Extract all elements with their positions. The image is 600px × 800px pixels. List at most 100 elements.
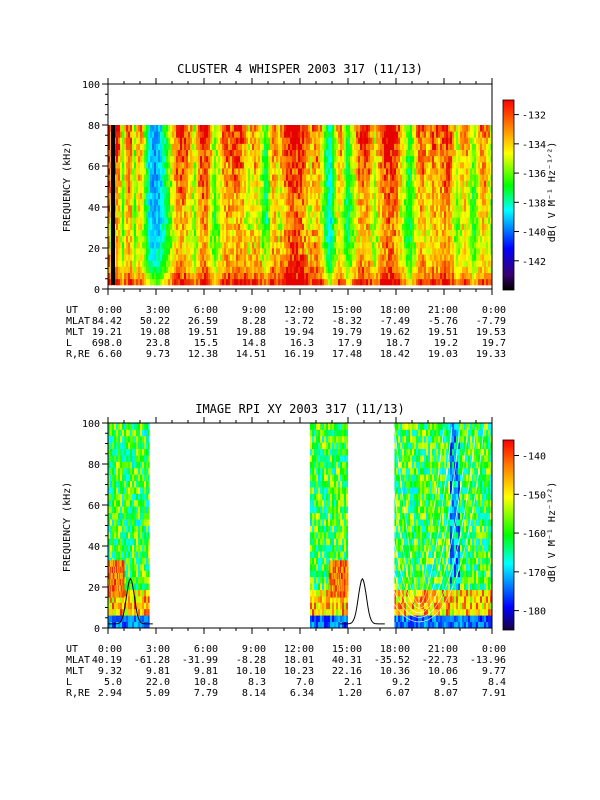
spectrogram-cell <box>196 248 199 255</box>
spectrogram-cell <box>186 260 189 267</box>
spectrogram-cell <box>308 186 311 194</box>
spectrogram-cell <box>348 186 351 194</box>
spectrogram-cell <box>460 272 463 280</box>
spectrogram-cell <box>356 168 359 175</box>
spectrogram-cell <box>126 131 129 138</box>
spectrogram-cell <box>156 278 159 286</box>
spectrogram-cell <box>406 125 409 132</box>
spectrogram-cell <box>402 198 405 206</box>
spectrogram-cell <box>170 241 173 249</box>
spectrogram-cell <box>296 223 299 230</box>
spectrogram-cell <box>182 155 185 163</box>
spectrogram-cell <box>206 168 209 175</box>
spectrogram-cell <box>196 198 199 206</box>
spectrogram-cell <box>288 241 291 249</box>
spectrogram-cell <box>128 229 131 237</box>
spectrogram-cell <box>478 180 481 187</box>
spectrogram-cell <box>346 217 349 224</box>
spectrogram-cell <box>198 266 201 273</box>
spectrogram-cell <box>270 168 273 175</box>
spectrogram-cell <box>388 125 391 132</box>
spectrogram-cell <box>266 168 269 175</box>
spectrogram-cell <box>152 143 155 150</box>
spectrogram-cell <box>424 161 427 169</box>
spectrogram-cell <box>154 241 157 249</box>
spectrogram-cell <box>396 192 399 200</box>
spectrogram-cell <box>396 266 399 273</box>
spectrogram-cell <box>284 260 287 267</box>
spectrogram-cell <box>408 180 411 187</box>
spectrogram-cell <box>184 278 187 286</box>
spectrogram-cell <box>302 131 305 138</box>
spectrogram-cell <box>316 192 319 200</box>
spectrogram-cell <box>412 155 415 163</box>
spectrogram-cell <box>184 241 187 249</box>
spectrogram-cell <box>406 143 409 150</box>
spectrogram-cell <box>384 149 387 157</box>
spectrogram-cell <box>210 229 213 237</box>
spectrogram-cell <box>154 192 157 200</box>
spectrogram-cell <box>214 254 217 261</box>
spectrogram-cell <box>288 266 291 273</box>
spectrogram-cell <box>154 235 157 243</box>
spectrogram-cell <box>408 254 411 261</box>
spectrogram-cell <box>214 186 217 194</box>
spectrogram-cell <box>448 149 451 157</box>
spectrogram-cell <box>262 168 265 175</box>
spectrogram-cell <box>180 272 183 280</box>
spectrogram-cell <box>306 186 309 194</box>
spectrogram-cell <box>250 278 253 286</box>
spectrogram-cell <box>330 198 333 206</box>
spectrogram-cell <box>246 143 249 150</box>
spectrogram-cell <box>246 260 249 267</box>
spectrogram-cell <box>454 254 457 261</box>
spectrogram-cell <box>180 161 183 169</box>
spectrogram-cell <box>232 254 235 261</box>
spectrogram-cell <box>246 174 249 181</box>
spectrogram-cell <box>190 278 193 286</box>
spectrogram-cell <box>254 266 257 273</box>
spectrogram-cell <box>422 229 425 237</box>
spectrogram-cell <box>382 137 385 144</box>
spectrogram-cell <box>250 192 253 200</box>
spectrogram-cell <box>342 131 345 138</box>
spectrogram-cell <box>308 254 311 261</box>
spectrogram-cell <box>248 168 251 175</box>
spectrogram-cell <box>344 235 347 243</box>
spectrogram-cell <box>278 192 281 200</box>
spectrogram-cell <box>376 248 379 255</box>
spectrogram-cell <box>332 217 335 224</box>
spectrogram-cell <box>392 235 395 243</box>
spectrogram-cell <box>428 217 431 224</box>
spectrogram-cell <box>324 137 327 144</box>
spectrogram-cell <box>134 131 137 138</box>
spectrogram-cell <box>328 168 331 175</box>
spectrogram-cell <box>392 229 395 237</box>
spectrogram-cell <box>306 143 309 150</box>
spectrogram-cell <box>164 174 167 181</box>
spectrogram-cell <box>454 143 457 150</box>
spectrogram-cell <box>456 229 459 237</box>
spectrogram-cell <box>364 168 367 175</box>
spectrogram-cell <box>198 155 201 163</box>
spectrogram-cell <box>372 125 375 132</box>
spectrogram-cell <box>224 248 227 255</box>
spectrogram-cell <box>436 204 439 212</box>
spectrogram-cell <box>322 161 325 169</box>
spectrogram-cell <box>460 137 463 144</box>
spectrogram-cell <box>228 241 231 249</box>
spectrogram-cell <box>176 149 179 157</box>
spectrogram-cell <box>478 143 481 150</box>
spectrogram-cell <box>160 155 163 163</box>
spectrogram-cell <box>216 180 219 187</box>
spectrogram-cell <box>222 211 225 218</box>
spectrogram-cell <box>240 180 243 187</box>
spectrogram-cell <box>164 155 167 163</box>
spectrogram-cell <box>162 161 165 169</box>
spectrogram-cell <box>142 204 145 212</box>
spectrogram-cell <box>272 143 275 150</box>
spectrogram-cell <box>410 168 413 175</box>
spectrogram-cell <box>160 137 163 144</box>
spectrogram-cell <box>108 217 111 224</box>
spectrogram-cell <box>306 149 309 157</box>
